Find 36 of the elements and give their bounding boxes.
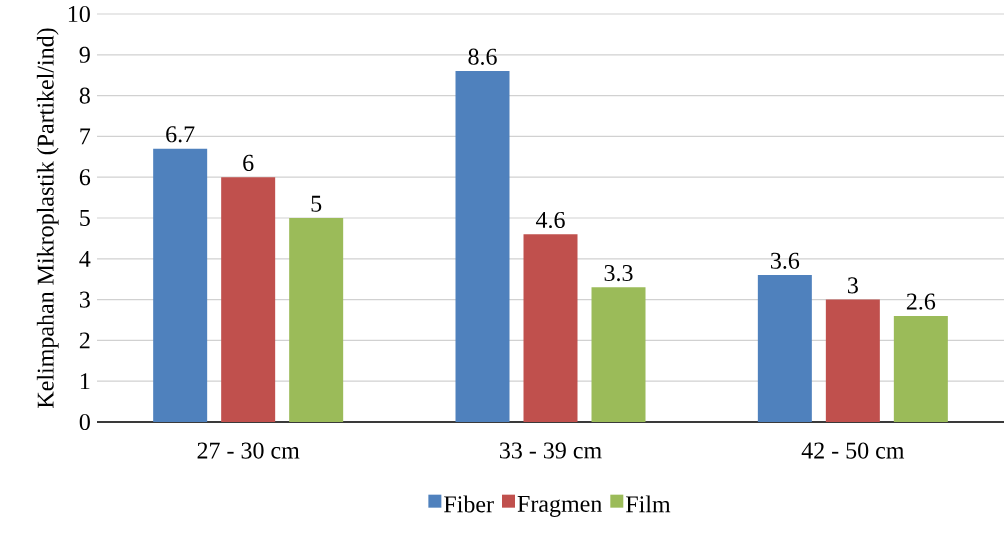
bar [153,148,208,422]
bar [757,275,812,422]
data-label: 3.3 [604,264,633,282]
legend-label: Film [625,495,671,513]
bar [221,177,276,422]
bar [289,218,344,422]
bar [455,71,510,422]
x-tick-label: 42 - 50 cm [801,442,905,459]
y-tick-label: 6 [79,169,91,186]
x-tick-label: 33 - 39 cm [500,442,602,459]
y-tick-label: 10 [68,5,90,23]
y-tick-label: 0 [79,413,90,431]
y-tick-label: 3 [79,291,90,308]
bar [893,315,948,422]
y-tick-label: 5 [80,210,90,226]
bar [591,287,646,422]
data-label: 2.6 [906,293,936,310]
data-label: 3 [848,277,858,294]
bar [825,299,880,422]
y-tick-label: 7 [80,128,91,145]
data-label: 3.6 [771,252,800,269]
legend-label: Fiber [444,495,494,513]
data-label: 4.6 [535,211,565,229]
data-label: 6.7 [166,126,195,143]
data-label: 5 [311,195,322,212]
y-tick-label: 1 [80,373,90,390]
x-tick-label: 27 - 30 cm [197,442,300,459]
bar [523,234,578,422]
y-tick-label: 9 [79,46,90,63]
y-tick-label: 2 [79,332,90,349]
data-label: 6 [243,154,254,171]
data-label: 8.6 [468,48,497,65]
y-axis-title: Kelimpahan Mikroplastik (Partikel/ind) [36,28,59,408]
legend-label: Fragmen [517,496,602,517]
y-tick-label: 4 [79,250,91,267]
y-tick-label: 8 [79,87,90,104]
